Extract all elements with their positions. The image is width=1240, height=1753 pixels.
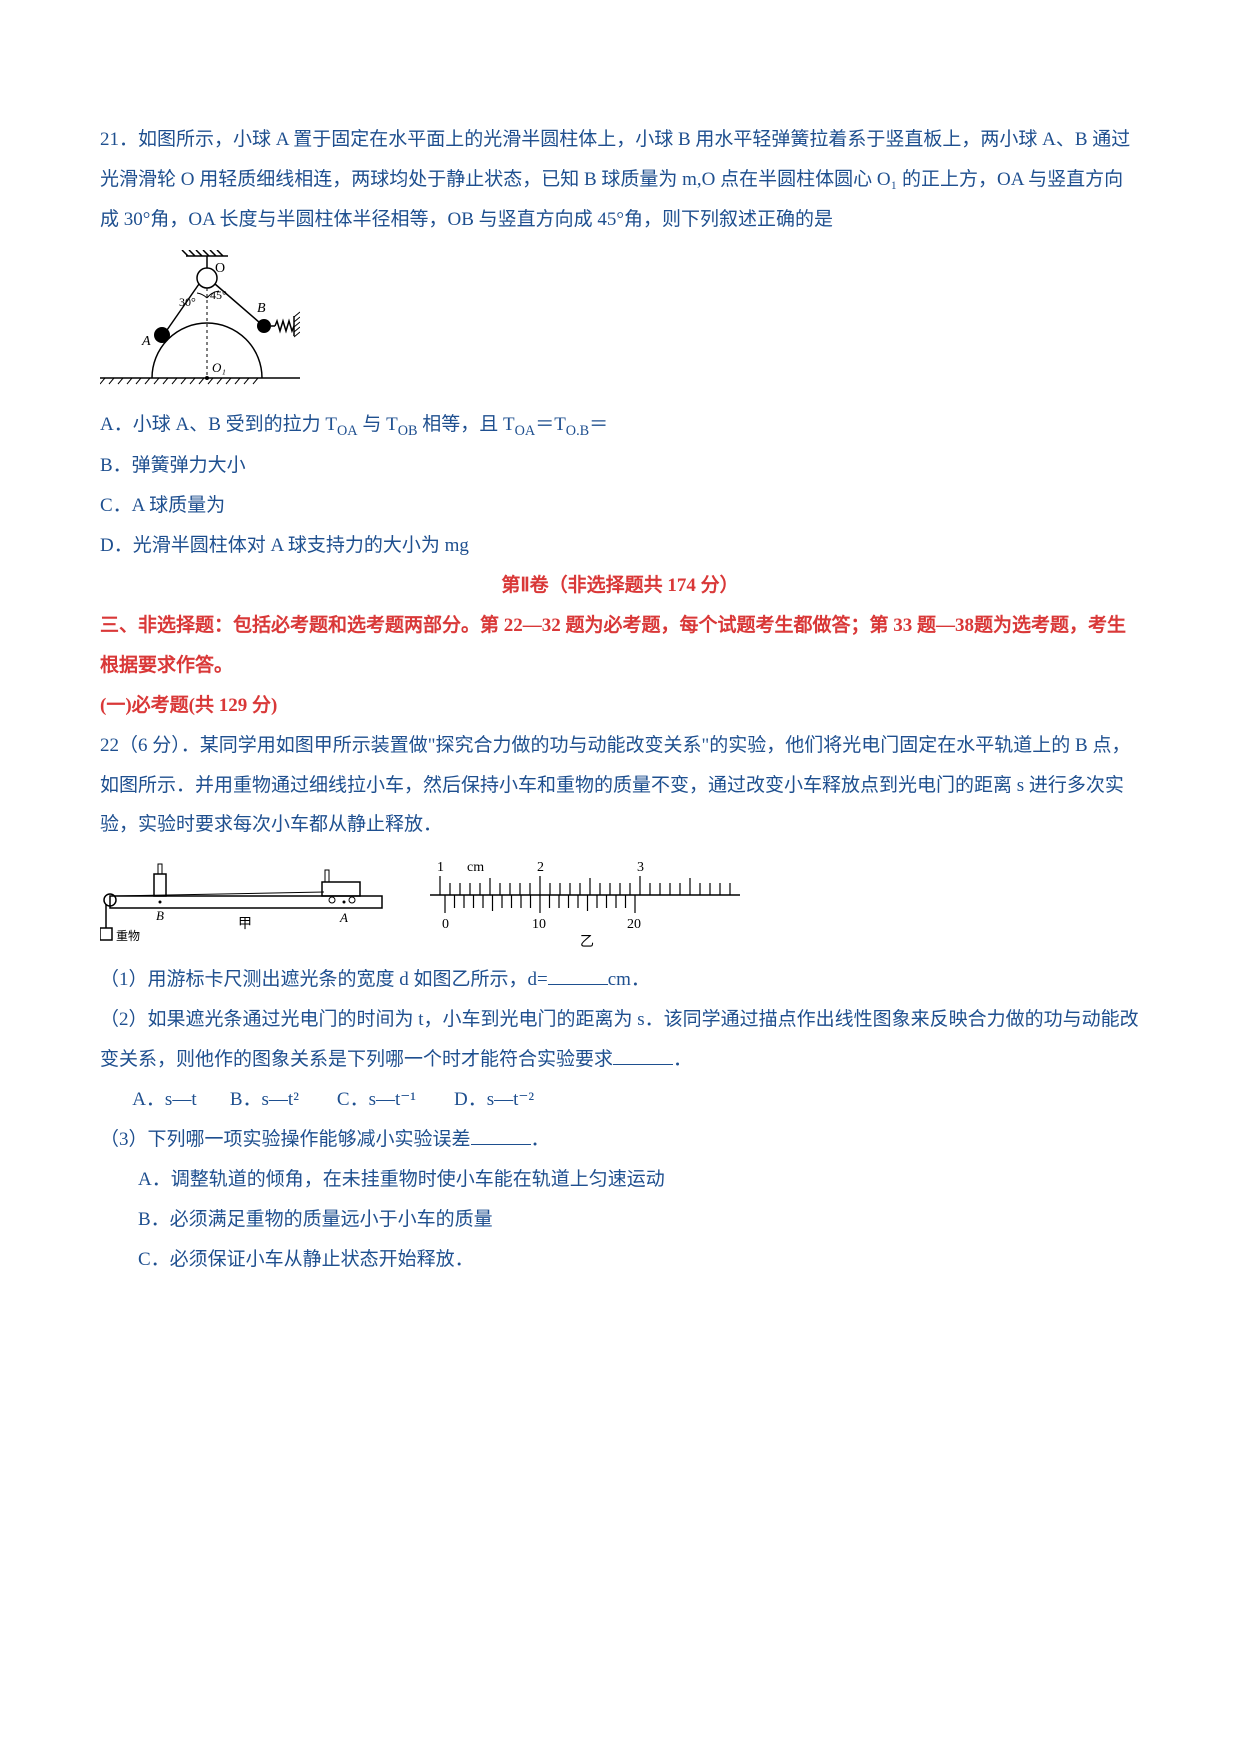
label-b: B	[257, 301, 266, 316]
cm-label: cm	[467, 860, 484, 875]
q22-sub3-opt-a: A．调整轨道的倾角，在未挂重物时使小车能在轨道上匀速运动	[100, 1160, 1140, 1200]
figure-q21: O O₁	[100, 250, 1140, 395]
label-o: O	[215, 261, 225, 276]
figure-a-title: 甲	[238, 917, 252, 932]
main-3: 3	[637, 860, 644, 875]
blank-3	[471, 1122, 531, 1145]
blank-1	[548, 963, 608, 986]
sub1-prefix: （1）用游标卡尺测出遮光条的宽度 d 如图乙所示，d=	[100, 969, 548, 990]
q22-sub2: （2）如果遮光条通过光电门的时间为 t，小车到光电门的距离为 s．该同学通过描点…	[100, 1000, 1140, 1080]
q22-sub1: （1）用游标卡尺测出遮光条的宽度 d 如图乙所示，d= cm．	[100, 960, 1140, 1000]
q21-option-b: B．弹簧弹力大小	[100, 446, 1140, 486]
vernier-0: 0	[442, 917, 449, 932]
blank-2	[613, 1042, 673, 1065]
figure-q22: 重物 B A 甲	[100, 850, 1140, 950]
main-2: 2	[537, 860, 544, 875]
sub3-prefix: （3）下列哪一项实验操作能够减小实验误差	[100, 1129, 471, 1150]
weight-label: 重物	[116, 929, 140, 943]
sub3-suffix: ．	[531, 1129, 550, 1150]
vernier-caliper-icon: 1 cm 2 3 0 10	[430, 850, 740, 950]
angle-45: 45°	[210, 288, 227, 302]
b-label: B	[156, 908, 164, 923]
q22-sub2-options: A．s—t B．s—t² C．s—t⁻¹ D．s—t⁻²	[100, 1080, 1140, 1120]
q22-sub3-opt-b: B．必须满足重物的质量远小于小车的质量	[100, 1200, 1140, 1240]
label-a: A	[141, 334, 151, 349]
q22-sub3-opt-c: C．必须保证小车从静止状态开始释放．	[100, 1240, 1140, 1280]
q21-stem-text: 如图所示，小球 A 置于固定在水平面上的光滑半圆柱体上，小球 B 用水平轻弹簧拉…	[100, 129, 1130, 230]
q22-sub3: （3）下列哪一项实验操作能够减小实验误差 ．	[100, 1120, 1140, 1160]
q22-number: 22（6 分）．	[100, 735, 200, 756]
cart-a-label: A	[339, 910, 348, 925]
q22-stem-text: 某同学用如图甲所示装置做"探究合力做的功与动能改变关系"的实验，他们将光电门固定…	[100, 735, 1130, 836]
sub1-suffix: cm．	[608, 969, 650, 990]
sub2-opt-c: C．s—t⁻¹	[337, 1089, 416, 1110]
section-2-header: 第Ⅱ卷（非选择题共 174 分）	[100, 566, 1140, 606]
angle-30: 30°	[179, 295, 196, 309]
q21-number: 21．	[100, 129, 138, 150]
question-21-stem: 21．如图所示，小球 A 置于固定在水平面上的光滑半圆柱体上，小球 B 用水平轻…	[100, 120, 1140, 240]
figure-b-title: 乙	[580, 934, 594, 950]
question-22-stem: 22（6 分）．某同学用如图甲所示装置做"探究合力做的功与动能改变关系"的实验，…	[100, 726, 1140, 846]
main-1: 1	[437, 860, 444, 875]
q21-option-d: D．光滑半圆柱体对 A 球支持力的大小为 mg	[100, 526, 1140, 566]
pulley-diagram-icon: O O₁	[100, 250, 300, 390]
track-apparatus-icon: 重物 B A 甲	[100, 850, 390, 950]
q21-option-a: A．小球 A、B 受到的拉力 TOA 与 TOB 相等，且 TOA＝TO.B＝	[100, 405, 1140, 447]
q21-option-c: C．A 球质量为	[100, 486, 1140, 526]
sub2-suffix: ．	[673, 1049, 692, 1070]
section-3-intro: 三、非选择题：包括必考题和选考题两部分。第 22—32 题为必考题，每个试题考生…	[100, 606, 1140, 686]
vernier-10: 10	[532, 917, 546, 932]
sub2-opt-a: A．s—t	[132, 1089, 196, 1110]
sub2-opt-b: B．s—t²	[230, 1089, 299, 1110]
label-o1: O₁	[212, 360, 226, 375]
required-header: (一)必考题(共 129 分)	[100, 686, 1140, 726]
vernier-20: 20	[627, 917, 641, 932]
sub2-opt-d: D．s—t⁻²	[454, 1089, 534, 1110]
